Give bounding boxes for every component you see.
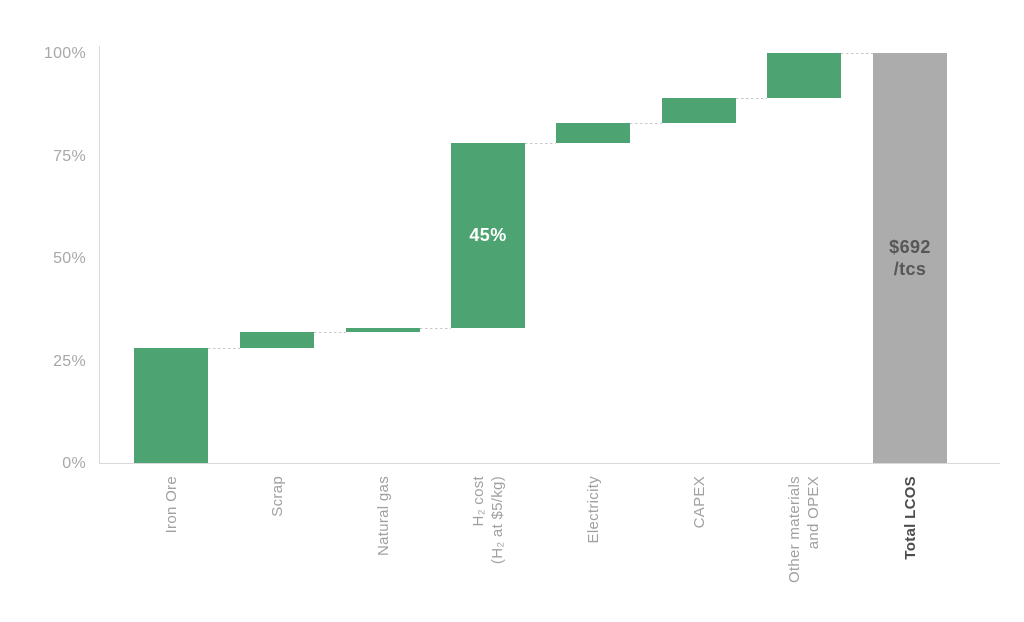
connector-gap-after-natural-gas [420, 327, 451, 329]
connector-gap-after-iron-ore [208, 348, 240, 350]
y-tick-50: 50% [53, 250, 86, 267]
y-tick-0: 0% [62, 455, 86, 472]
connector-gap-after-capex [736, 98, 767, 100]
y-tick-25: 25% [53, 352, 86, 370]
x-label-other-materials-and-opex: Other materials and OPEX [786, 476, 822, 584]
connector-gap-after-scrap [314, 331, 346, 333]
x-label-capex: CAPEX [690, 476, 708, 529]
bar-iron-ore [134, 348, 208, 463]
y-tick-75: 75% [53, 147, 86, 165]
y-tick-100: 100% [43, 45, 86, 62]
x-axis-line [99, 463, 1000, 464]
x-label-electricity: Electricity [584, 476, 602, 544]
connector-gap-after-h-cost-h-at-5-kg [525, 143, 556, 145]
bar-h-cost-h-at-5-kg: 45% [451, 143, 525, 328]
x-label-scrap: Scrap [268, 476, 286, 517]
x-label-natural-gas: Natural gas [374, 476, 392, 557]
x-label-iron-ore: Iron Ore [162, 476, 180, 534]
bar-other-materials-and-opex [767, 53, 841, 99]
bar-capex [662, 98, 736, 123]
bar-value-label-total-lcos: $692/tcs [889, 237, 931, 279]
x-label-h-cost-h-at-5-kg: H₂ cost (H₂ at $5/kg) [470, 476, 506, 565]
connector-gap-after-electricity [630, 122, 662, 124]
bar-value-label-h-cost-h-at-5-kg: 45% [469, 225, 507, 246]
bar-natural-gas [346, 327, 420, 332]
connector-gap-after-other-materials-and-opex [841, 53, 873, 54]
bar-electricity [556, 122, 630, 144]
x-label-total-lcos: Total LCOS [901, 476, 919, 560]
bar-scrap [240, 331, 314, 349]
bar-total-lcos: $692/tcs [873, 53, 947, 463]
y-axis-line [99, 46, 100, 463]
